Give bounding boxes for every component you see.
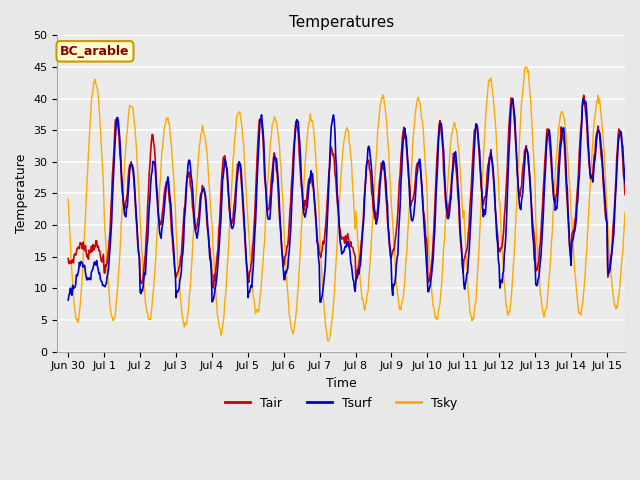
Y-axis label: Temperature: Temperature [15,154,28,233]
X-axis label: Time: Time [326,377,356,390]
Title: Temperatures: Temperatures [289,15,394,30]
Text: BC_arable: BC_arable [60,45,130,58]
Legend: Tair, Tsurf, Tsky: Tair, Tsurf, Tsky [220,392,463,415]
